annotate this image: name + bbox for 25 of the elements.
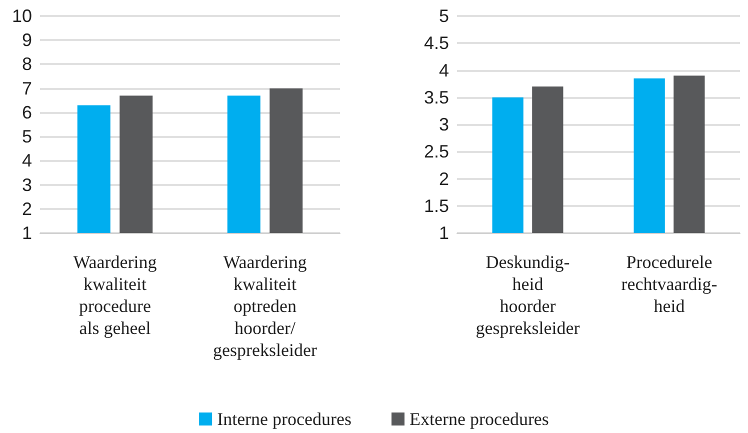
y-tick-label: 3.5 bbox=[424, 87, 449, 108]
y-tick-label: 1.5 bbox=[424, 196, 449, 216]
y-tick-label: 5 bbox=[22, 126, 32, 147]
y-tick-label: 1 bbox=[22, 223, 32, 243]
y-tick-label: 1 bbox=[438, 223, 449, 243]
y-tick-label: 7 bbox=[22, 78, 32, 98]
y-tick-label: 4 bbox=[22, 150, 32, 171]
y-tick-label: 4 bbox=[438, 60, 449, 80]
x-tick-label: Waardering kwaliteit optreden hoorder/ gespreksleider bbox=[213, 252, 317, 360]
y-tick-label: 9 bbox=[22, 30, 32, 50]
y-tick-label: 3 bbox=[22, 174, 32, 195]
x-tick-label: Waardering kwaliteit procedure als geheel bbox=[73, 252, 157, 338]
legend-label: Interne procedures bbox=[217, 409, 352, 429]
x-tick-label: Deskundig- heid hoorder gespreksleider bbox=[476, 252, 580, 338]
y-tick-label: 3 bbox=[438, 114, 449, 134]
y-tick-label: 2 bbox=[438, 168, 449, 189]
y-tick-label: 10 bbox=[12, 6, 32, 26]
y-tick-label: 5 bbox=[438, 6, 449, 26]
y-tick-label: 2 bbox=[22, 198, 32, 219]
legend-label: Externe procedures bbox=[410, 409, 549, 429]
y-tick-label: 4.5 bbox=[424, 33, 449, 54]
x-tick-label: Procedurele rechtvaardig- heid bbox=[621, 252, 718, 316]
y-tick-label: 6 bbox=[22, 102, 32, 122]
y-tick-label: 8 bbox=[22, 54, 32, 74]
y-tick-label: 2.5 bbox=[424, 142, 449, 162]
